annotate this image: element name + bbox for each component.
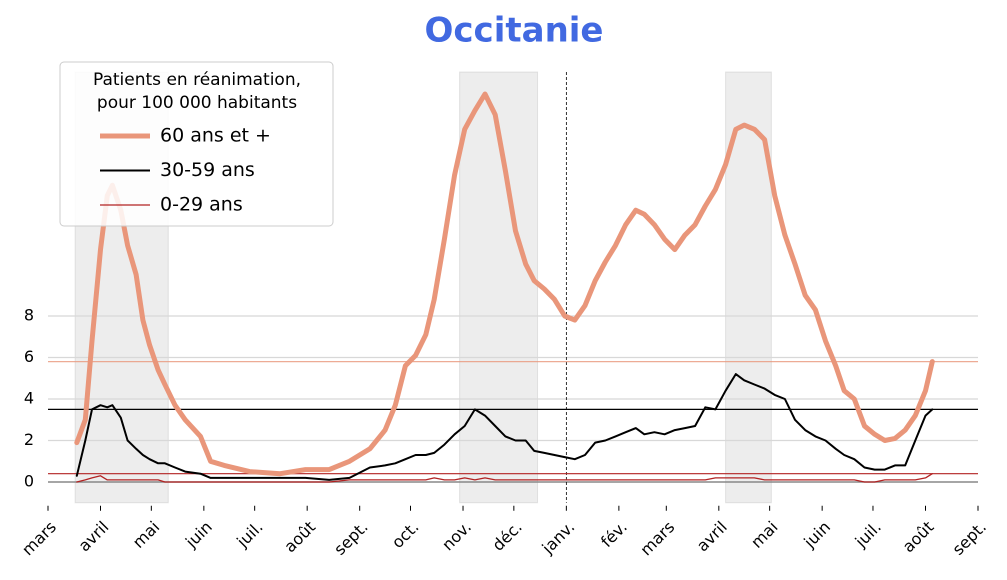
y-tick-label: 4 <box>24 389 34 408</box>
x-tick-label: sept. <box>949 517 991 559</box>
x-tick-label: juin <box>799 517 834 552</box>
x-tick-label: mai <box>129 517 164 552</box>
x-tick-label: juil. <box>232 517 266 551</box>
x-tick-label: fév. <box>597 517 631 551</box>
x-tick-label: mai <box>747 517 782 552</box>
y-tick-label: 8 <box>24 306 34 325</box>
y-tick-label: 0 <box>24 472 34 491</box>
x-tick-label: mars <box>636 517 678 559</box>
y-tick-label: 2 <box>24 430 34 449</box>
x-tick-label: août <box>899 517 938 556</box>
x-tick-label: mars <box>18 517 60 559</box>
legend-title: Patients en réanimation, <box>93 70 301 90</box>
legend-title: pour 100 000 habitants <box>97 93 297 113</box>
x-tick-label: sept. <box>330 517 372 559</box>
x-tick-label: avril <box>75 517 113 555</box>
x-tick-label: déc. <box>488 517 525 554</box>
x-tick-label: juin <box>181 517 216 552</box>
x-tick-label: juil. <box>851 517 885 551</box>
x-tick-label: oct. <box>388 517 423 552</box>
series-line <box>75 373 934 481</box>
chart-title: Occitanie <box>425 11 604 51</box>
x-tick-label: août <box>280 517 319 556</box>
x-tick-label: avril <box>693 517 731 555</box>
x-tick-label: nov. <box>438 517 475 554</box>
legend-label: 30-59 ans <box>160 159 255 181</box>
x-tick-label: janv. <box>538 517 579 558</box>
legend-box <box>59 61 334 227</box>
legend-label: 0-29 ans <box>160 194 243 216</box>
y-tick-label: 6 <box>24 347 34 366</box>
series-line <box>76 473 933 483</box>
series-line <box>74 91 935 477</box>
legend-label: 60 ans et + <box>160 125 271 147</box>
